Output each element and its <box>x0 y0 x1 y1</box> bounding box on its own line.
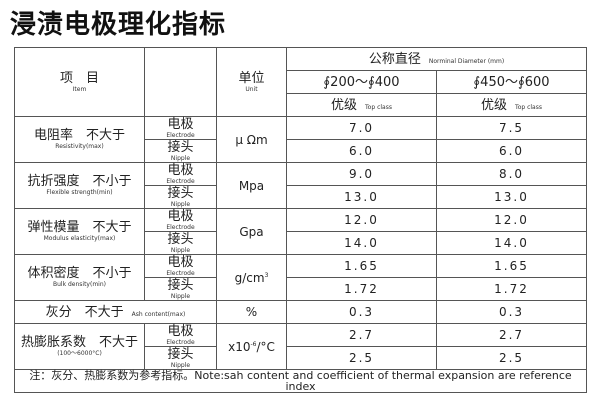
value-cell: 1.72 <box>286 277 437 301</box>
table-row: 体积密度 不小于 Bulk density(min) 电极 Electrode g/cm… <box>14 254 588 301</box>
table-row: 接头 Nipple 14.0 14.0 <box>15 231 588 255</box>
table-row: 热膨胀系数 不大于 (100～6000°C) 电极 Electrode x10-6/°C… <box>14 323 588 370</box>
electrode-label: 电极 Electrode <box>144 254 217 278</box>
table-row: 弹性模量 不大于 Modulus elasticity(max) 电极 Electro… <box>14 208 588 255</box>
note: 注：灰分、热膨系数为参考指标。Note:sah content and coef… <box>13 369 588 393</box>
diameter-header: 公称直径 Norminal Diameter (mm) <box>285 47 588 71</box>
table-row: 灰分 不大于 Ash content(max)% 0.3 0.3 <box>14 300 588 324</box>
value-cell: 14.0 <box>286 231 437 255</box>
nipple-label: 接头 Nipple <box>144 231 217 255</box>
property-name: 热膨胀系数 不大于 (100～6000°C) <box>14 323 145 370</box>
property-name: 电阻率 不大于 Resistivity(max) <box>14 116 145 163</box>
value-cell: 1.65 <box>435 254 588 278</box>
table-row: 接头 Nipple 2.5 2.5 <box>15 346 588 370</box>
electrode-label: 电极 Electrode <box>144 208 217 232</box>
value-cell: 2.5 <box>435 346 588 370</box>
nipple-label: 接头 Nipple <box>144 346 217 370</box>
spec-table: 项 目 Item 单位 Unit 公称直径 Norminal Diameter (mm… <box>13 47 588 393</box>
value-cell: 13.0 <box>435 185 588 209</box>
value-cell: 2.7 <box>435 323 588 347</box>
value-cell: 7.0 <box>286 116 437 140</box>
page-title: 浸渍电极理化指标 <box>10 10 227 40</box>
value-cell: 2.7 <box>286 323 437 347</box>
unit-cell: x10-6/°C <box>216 323 287 370</box>
value-cell: 9.0 <box>286 162 437 186</box>
value-cell: 12.0 <box>435 208 588 232</box>
grade-1: 优级 Top class <box>286 93 437 117</box>
unit-cell: % <box>216 300 287 324</box>
value-cell: 0.3 <box>435 300 588 324</box>
range-2: ∮450～∮600 <box>435 70 588 94</box>
grade-2: 优级 Top class <box>435 93 588 117</box>
nipple-label: 接头 Nipple <box>144 139 217 163</box>
unit-cell: Mpa <box>216 162 287 209</box>
value-cell: 13.0 <box>286 185 437 209</box>
table-row: 接头 Nipple 6.0 6.0 <box>15 139 588 163</box>
value-cell: 8.0 <box>435 162 588 186</box>
unit-cell: μ Ωm <box>216 116 287 163</box>
value-cell: 7.5 <box>435 116 588 140</box>
electrode-label: 电极 Electrode <box>144 162 217 186</box>
electrode-label: 电极 Electrode <box>144 323 217 347</box>
electrode-label: 电极 Electrode <box>144 116 217 140</box>
unit-header: 单位 Unit <box>216 47 287 117</box>
item-header-blank <box>144 47 217 117</box>
item-header: 项 目 Item <box>14 47 145 117</box>
ash-name: 灰分 不大于 Ash content(max) <box>14 300 217 324</box>
value-cell: 0.3 <box>286 300 437 324</box>
property-name: 体积密度 不小于 Bulk density(min) <box>14 254 145 301</box>
property-name: 抗折强度 不小于 Flexible strength(min) <box>14 162 145 209</box>
value-cell: 6.0 <box>435 139 588 163</box>
unit-cell: Gpa <box>216 208 287 255</box>
value-cell: 1.65 <box>286 254 437 278</box>
value-cell: 14.0 <box>435 231 588 255</box>
value-cell: 2.5 <box>286 346 437 370</box>
unit-cell: g/cm3 <box>216 254 287 301</box>
nipple-label: 接头 Nipple <box>144 185 217 209</box>
nipple-label: 接头 Nipple <box>144 277 217 301</box>
table-row: 电阻率 不大于 Resistivity(max) 电极 Electrode μ Ωm 7.… <box>14 116 588 163</box>
table-row: 抗折强度 不小于 Flexible strength(min) 电极 Electrod… <box>14 162 588 209</box>
range-1: ∮200～∮400 <box>286 70 437 94</box>
value-cell: 12.0 <box>286 208 437 232</box>
value-cell: 6.0 <box>286 139 437 163</box>
value-cell: 1.72 <box>435 277 588 301</box>
table-row: 接头 Nipple 13.0 13.0 <box>15 185 588 209</box>
property-name: 弹性模量 不大于 Modulus elasticity(max) <box>14 208 145 255</box>
